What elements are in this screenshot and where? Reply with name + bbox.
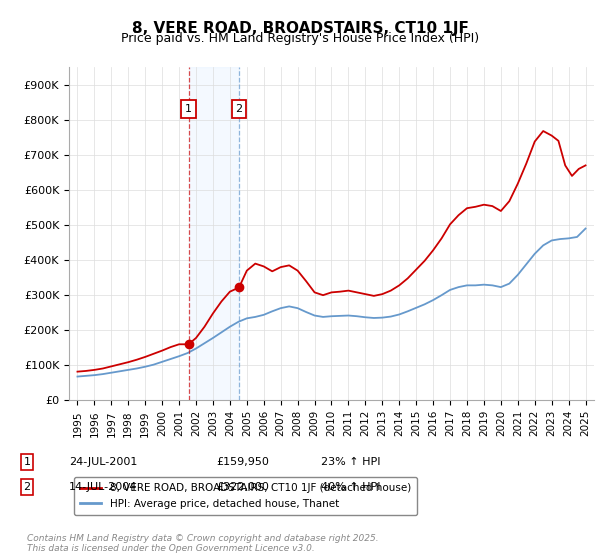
Text: 2: 2 xyxy=(235,104,242,114)
Bar xyxy=(188,67,239,400)
Text: 24-JUL-2001: 24-JUL-2001 xyxy=(69,457,137,467)
Text: 1: 1 xyxy=(185,104,192,114)
Text: £159,950: £159,950 xyxy=(216,457,269,467)
Text: 2: 2 xyxy=(23,482,31,492)
Text: 8, VERE ROAD, BROADSTAIRS, CT10 1JF: 8, VERE ROAD, BROADSTAIRS, CT10 1JF xyxy=(131,21,469,36)
Text: 14-JUL-2004: 14-JUL-2004 xyxy=(69,482,137,492)
Text: Contains HM Land Registry data © Crown copyright and database right 2025.
This d: Contains HM Land Registry data © Crown c… xyxy=(27,534,379,553)
Text: 40% ↑ HPI: 40% ↑ HPI xyxy=(321,482,380,492)
Text: 1: 1 xyxy=(23,457,31,467)
Text: £322,000: £322,000 xyxy=(216,482,269,492)
Legend: 8, VERE ROAD, BROADSTAIRS, CT10 1JF (detached house), HPI: Average price, detach: 8, VERE ROAD, BROADSTAIRS, CT10 1JF (det… xyxy=(74,477,417,515)
Text: 23% ↑ HPI: 23% ↑ HPI xyxy=(321,457,380,467)
Text: Price paid vs. HM Land Registry's House Price Index (HPI): Price paid vs. HM Land Registry's House … xyxy=(121,32,479,45)
